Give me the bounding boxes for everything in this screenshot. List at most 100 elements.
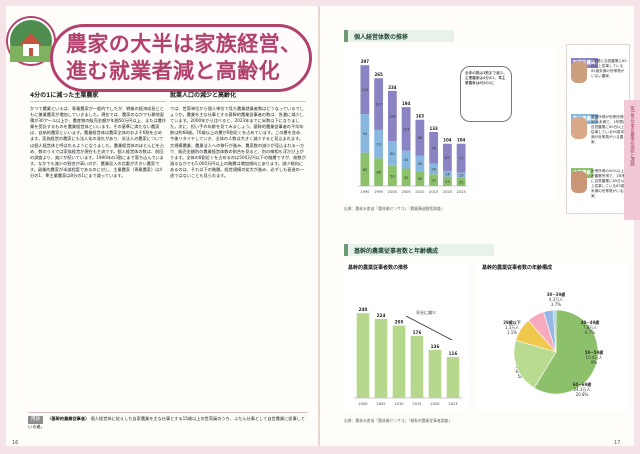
bar-total-label: 104	[443, 138, 452, 143]
pie-chart: 70歳以上68.3万人58.7%60~69歳24.3万人20.8%50~59歳1…	[503, 291, 603, 397]
bar-segment-label: 39	[418, 162, 423, 166]
bar-total-label: 265	[374, 72, 383, 77]
bar-segment-label: 26	[431, 167, 436, 171]
legend-description: 世帯所得の50%以上が農業所得で、1年間に自営農業に60日以上従事している65歳…	[591, 169, 627, 198]
pie-slice	[513, 339, 557, 389]
bar-segment	[374, 78, 384, 130]
bar-segment-label: 36	[418, 177, 423, 181]
bar-segment-label: 107	[403, 127, 410, 131]
x-tick-label: 2015	[412, 402, 421, 406]
text-column-2: 就業人口の減少と高齢化 では、世帯単位から個人単位で見た農業就業者数はどうなって…	[170, 90, 306, 420]
bar-segment	[442, 176, 452, 186]
bar-segment-label: 20	[459, 180, 464, 184]
bar-segment	[415, 155, 425, 172]
chart2-heading: 基幹的農業従事者数と年齢構成	[344, 244, 494, 256]
x-tick-label: 2010	[415, 190, 425, 194]
bar-segment-label: 43	[404, 176, 409, 180]
farmer-icon	[571, 171, 587, 193]
bar-segment-label: 44	[404, 158, 409, 162]
bar-segment-label: 127	[375, 103, 382, 107]
bar-segment-label: 13	[459, 174, 464, 178]
bar-segment-label: 71	[459, 157, 464, 161]
pie-slice-label: 40~49歳	[581, 319, 599, 325]
bar-segment-label: 120	[361, 88, 369, 92]
legend-description: 農業所得が世帯所得の50%未満で、1年間に自営農業に60日以上従事している65歳…	[591, 115, 627, 144]
chart2-source: 出典：農林水産省「農林業センサス」「基幹的農業従事者調査」	[344, 418, 453, 423]
column-heading: 4分の1に減った主業農家	[30, 90, 166, 102]
x-tick-label: 2015	[429, 190, 438, 194]
pie-slice-label: 60~69歳	[573, 381, 591, 387]
x-tick-label: 2020	[430, 402, 440, 406]
bar-total-label: 104	[457, 138, 466, 143]
chart1-area: 82 95 120 297 1990 68 70 127 265 1995 50 60 124 234 20…	[344, 46, 556, 202]
side-tab-label: 第1章 日本の農業の現状と課題	[629, 106, 635, 166]
legend-card: 副業的農家 1年間に自営農業に60日以上従事している65歳未満の世帯員がいない農…	[566, 44, 630, 214]
bar-segment-label: 29	[431, 179, 436, 183]
callout-text: 全体の数は3割まで減少。主業農家は4分の1、準主業農家は8分の1に	[465, 71, 507, 85]
bar-segment-label: 68	[376, 171, 381, 175]
x-tick-label: 2005	[376, 402, 385, 406]
bar-segment	[387, 165, 397, 186]
term-badge: 用語	[28, 416, 43, 425]
bar-segment	[429, 174, 439, 186]
bar-segment	[415, 171, 425, 186]
bar-value-label: 116	[449, 351, 458, 356]
bar-value-label: 205	[395, 320, 404, 325]
bar-value-label: 176	[413, 330, 422, 335]
pie-slice-percent: 1.1%	[507, 330, 517, 335]
bar-segment-label: 70	[376, 143, 381, 147]
bar-segment	[374, 158, 384, 186]
bar-segment	[360, 152, 370, 186]
title-frame	[50, 24, 312, 92]
bar-segment-label: 50	[390, 174, 395, 178]
bar-segment-label: 60	[390, 152, 395, 156]
x-tick-label: 2005	[402, 190, 411, 194]
pie-slice-value: 24.3万人	[574, 387, 591, 392]
chart1-callout: 全体の数は3割まで減少。主業農家は4分の1、準主業農家は8分の1に	[460, 66, 512, 122]
chart2b-area: 基幹的農業従事者数の年齢構成 70歳以上68.3万人58.7%60~69歳24.…	[476, 262, 628, 412]
chart2b-title: 基幹的農業従事者数の年齢構成	[482, 265, 553, 271]
bar-total-label: 163	[416, 114, 425, 119]
bar-segment	[429, 163, 439, 175]
trend-label: 半分に減少	[416, 309, 436, 315]
chapter-title: 農家の大半は家族経営、 進む就業者減と高齢化	[50, 24, 312, 92]
bar-total-label: 133	[429, 126, 438, 131]
pie-slice-percent: 9%	[591, 360, 598, 365]
column-heading: 就業人口の減少と高齢化	[170, 90, 306, 102]
book-gutter	[318, 6, 320, 446]
pie-slice-value: 10.4万人	[586, 355, 603, 360]
bar	[374, 318, 388, 398]
bar-segment	[387, 90, 397, 142]
bar-segment-label: 95	[363, 132, 368, 136]
bar	[392, 325, 406, 398]
bar	[356, 313, 370, 398]
pie-slice-label: 50~59歳	[585, 349, 603, 355]
x-tick-label: 2020	[443, 190, 453, 194]
farmer-icon	[571, 117, 587, 139]
pie-slice-percent: 6.7%	[585, 330, 595, 335]
barn-icon	[8, 18, 54, 64]
pie-slice	[533, 309, 599, 395]
legend-description: 1年間に自営農業に60日以上従事している65歳未満の世帯員がいない農家。	[591, 59, 627, 78]
bar-segment-label: 67	[445, 156, 450, 160]
bar-segment	[442, 170, 452, 177]
bar-segment	[360, 114, 370, 153]
pie-slice-percent: 3.7%	[551, 302, 561, 307]
bar-segment	[401, 107, 411, 151]
bar-segment-label: 78	[431, 146, 436, 150]
page-number-right: 17	[614, 440, 621, 446]
x-tick-label: 2023	[448, 402, 457, 406]
x-tick-label: 2000	[358, 402, 368, 406]
bar-segment	[387, 141, 397, 166]
pie-slice-label: 30~39歳	[547, 291, 565, 297]
bar	[446, 357, 460, 398]
pie-slice-value: 4.3万人	[549, 297, 563, 302]
bar-segment	[442, 143, 452, 171]
body-text: かつて農業といえば、専業農家が一般的でしたが、戦後の経済成長とともに兼業農家が増…	[30, 106, 166, 179]
title-line-2: 進む就業者減と高齢化	[66, 58, 280, 83]
x-tick-label: 1990	[360, 190, 370, 194]
stacked-bar-chart: 82 95 120 297 1990 68 70 127 265 1995 50 60 124 234 20…	[358, 59, 468, 194]
x-tick-label: 2023	[457, 190, 466, 194]
bar-segment-label: 82	[363, 168, 368, 172]
